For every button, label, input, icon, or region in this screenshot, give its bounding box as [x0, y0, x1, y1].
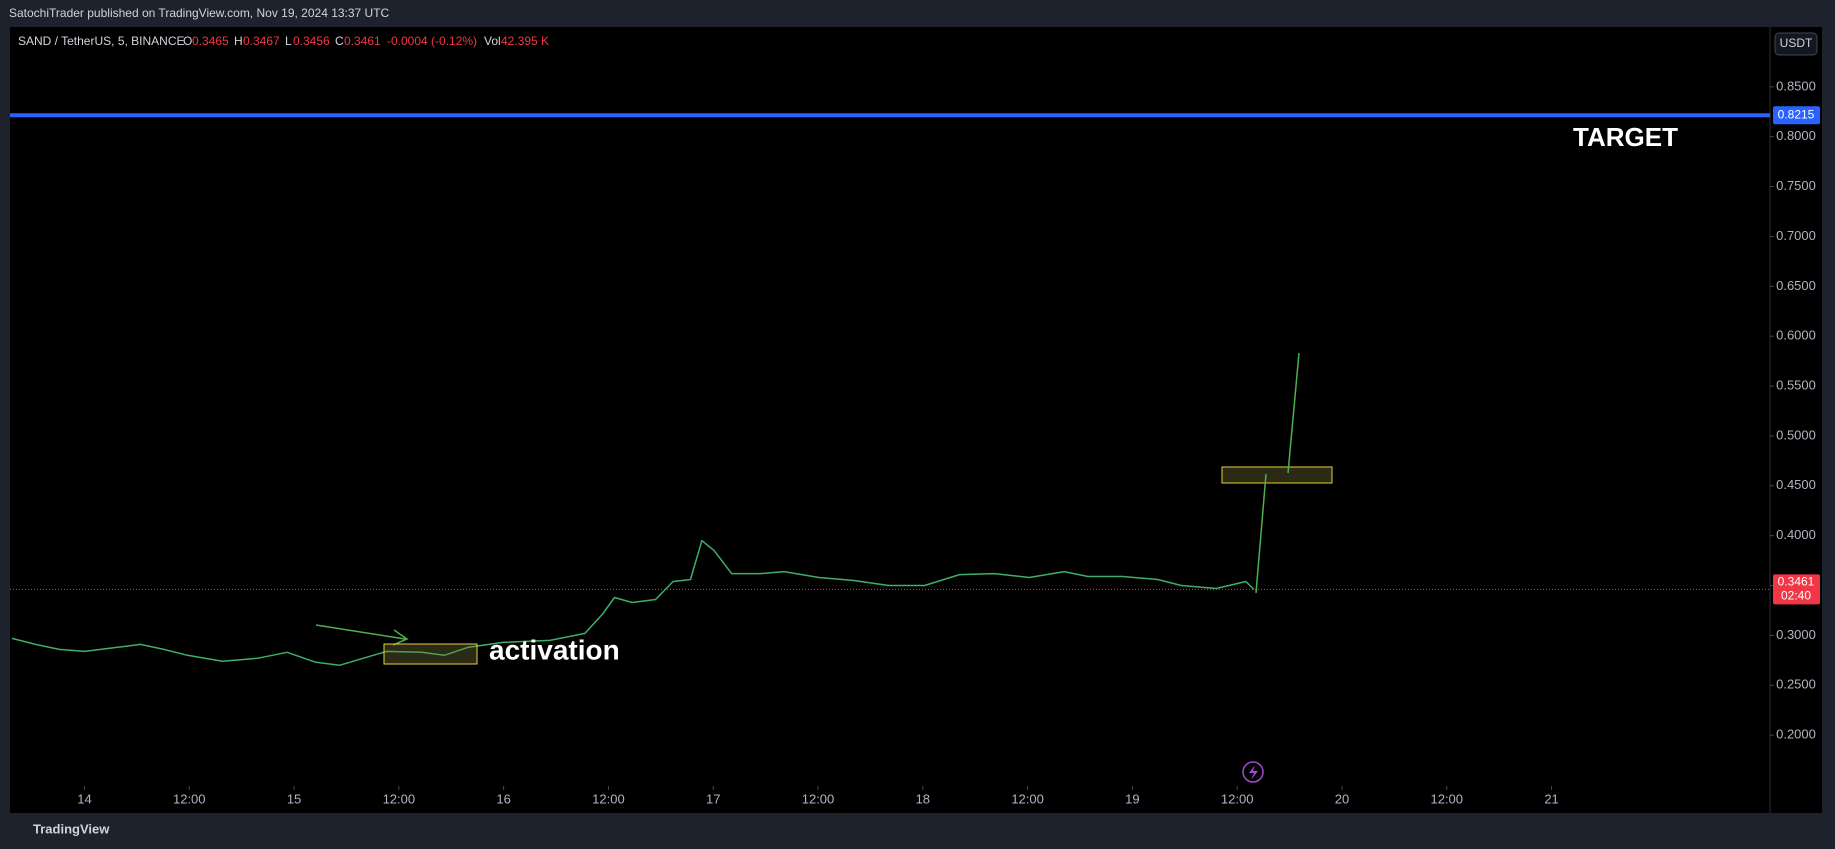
annotations: activation TARGET [315, 122, 1678, 783]
y-tick-label: 0.7000 [1776, 228, 1816, 243]
o-label: O [183, 34, 192, 48]
vol-label: Vol [484, 34, 501, 48]
l-value: 0.3456 [293, 34, 330, 48]
change: -0.0004 (-0.12%) [387, 34, 477, 48]
y-tick-label: 0.2500 [1776, 677, 1816, 692]
x-tick-label: 12:00 [383, 791, 416, 806]
target-zone [1221, 466, 1333, 484]
x-tick-label: 15 [287, 791, 301, 806]
x-tick-label: 12:00 [1430, 791, 1463, 806]
x-tick-label: 17 [706, 791, 720, 806]
x-tick-label: 21 [1544, 791, 1558, 806]
target-label: TARGET [1573, 122, 1678, 152]
price-line [11, 539, 1255, 667]
currency: USDT [1780, 36, 1813, 50]
y-tick-label: 0.2000 [1776, 727, 1816, 742]
x-tick-label: 12:00 [592, 791, 625, 806]
last-price-box [1773, 574, 1820, 605]
y-tick-label: 0.3000 [1776, 627, 1816, 642]
c-value: 0.3461 [344, 34, 381, 48]
x-tick-label: 14 [77, 791, 91, 806]
x-tick-label: 19 [1125, 791, 1139, 806]
alert-bolt [1249, 765, 1258, 780]
arrow [315, 624, 406, 640]
x-tick-label: 12:00 [173, 791, 206, 806]
x-tick-label: 12:00 [1011, 791, 1044, 806]
x-tick-label: 18 [916, 791, 930, 806]
y-tick-label: 0.4500 [1776, 477, 1816, 492]
alert-icon[interactable] [1242, 761, 1264, 783]
last-price-label: 0.3461 [1778, 575, 1815, 589]
c-label: C [335, 34, 344, 48]
h-value: 0.3467 [243, 34, 280, 48]
target-box [1773, 106, 1820, 125]
legend: SAND / TetherUS, 5, BINANCE O 0.3465 H 0… [18, 34, 549, 48]
footer-logo: TradingView [33, 821, 110, 836]
activation-zone [383, 643, 478, 665]
y-tick-label: 0.4000 [1776, 527, 1816, 542]
target-price-label: 0.8215 [1778, 107, 1815, 121]
x-tick-label: 20 [1335, 791, 1349, 806]
chart-area [10, 27, 1822, 813]
countdown: 02:40 [1781, 589, 1811, 603]
projection-line [1255, 473, 1267, 594]
y-tick-label: 0.8000 [1776, 128, 1816, 143]
h-label: H [234, 34, 243, 48]
l-label: L [285, 34, 292, 48]
y-tick-label: 0.5500 [1776, 377, 1816, 392]
currency-button[interactable] [1774, 32, 1818, 56]
activation-label: activation [489, 634, 620, 665]
x-tick-label: 12:00 [802, 791, 835, 806]
y-tick-label: 0.6000 [1776, 328, 1816, 343]
y-tick-label: 0.5000 [1776, 427, 1816, 442]
y-tick-label: 0.8500 [1776, 78, 1816, 93]
published-note: SatochiTrader published on TradingView.c… [9, 6, 390, 20]
x-tick-label: 16 [496, 791, 510, 806]
x-tick-label: 12:00 [1221, 791, 1254, 806]
o-value: 0.3465 [192, 34, 229, 48]
projection-line [1287, 352, 1300, 474]
arrow-head [392, 629, 409, 646]
y-tick-label: 0.7500 [1776, 178, 1816, 193]
vol-value: 42.395 K [501, 34, 549, 48]
y-tick-label: 0.6500 [1776, 278, 1816, 293]
symbol: SAND / TetherUS, 5, BINANCE [18, 34, 185, 48]
